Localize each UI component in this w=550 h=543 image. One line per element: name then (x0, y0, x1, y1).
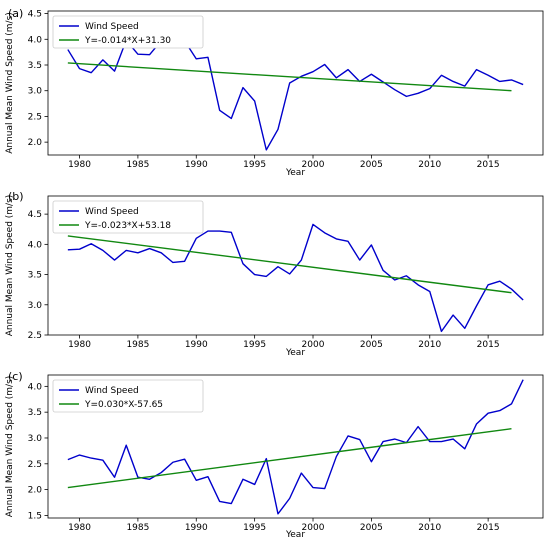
x-tick-label: 1990 (185, 340, 208, 350)
legend-entry: Y=0.030*X-57.65 (84, 400, 163, 410)
wind-speed-series-line (67, 379, 524, 515)
trend-line (67, 235, 512, 294)
legend-entry: Y=-0.023*X+53.18 (84, 221, 171, 231)
y-tick-label: 3.5 (28, 271, 42, 281)
x-tick-label: 2015 (477, 340, 500, 350)
x-tick-label: 1980 (68, 340, 91, 350)
plot-frame (47, 10, 544, 156)
legend-box (52, 15, 204, 49)
plot-frame (47, 195, 544, 336)
legend-entry: Wind Speed (85, 386, 139, 396)
x-tick-label: 2000 (302, 523, 325, 533)
panel-label: (b) (8, 190, 24, 203)
y-tick-label: 4.0 (28, 35, 43, 45)
legend-entry: Y=-0.014*X+31.30 (84, 36, 171, 46)
y-tick-label: 4.5 (28, 10, 42, 20)
y-tick-label: 3.5 (28, 61, 42, 71)
y-tick-label: 2.5 (28, 331, 42, 341)
x-tick-label: 1995 (243, 160, 266, 170)
panel-label: (c) (8, 370, 23, 383)
chart-panel-1: (a) 1980 1985 1990 1995 2000 2005 2010 2015 2.0 2.… (5, 7, 544, 178)
plot-frame (47, 374, 544, 519)
x-tick-label: 2005 (360, 523, 383, 533)
chart-panel-3: (c) 1980 1985 1990 1995 2000 2005 2010 2015 1.5 2.… (5, 370, 544, 540)
x-tick-label: 1985 (126, 160, 149, 170)
x-axis-label: Year (285, 168, 305, 178)
x-tick-label: 1990 (185, 160, 208, 170)
x-tick-label: 2005 (360, 340, 383, 350)
x-tick-label: 1980 (68, 523, 91, 533)
legend-entry: Wind Speed (85, 207, 139, 217)
trend-line (67, 427, 512, 489)
x-axis-label: Year (285, 348, 305, 358)
y-tick-label: 3.0 (28, 301, 43, 311)
trend-line (67, 62, 512, 92)
y-axis-label: Annual Mean Wind Speed (m/s) (5, 376, 15, 518)
y-axis-label: Annual Mean Wind Speed (m/s) (5, 12, 15, 154)
y-tick-label: 4.0 (28, 382, 43, 392)
wind-speed-series-line (67, 223, 524, 333)
x-tick-label: 2000 (302, 340, 325, 350)
x-tick-label: 2010 (418, 340, 441, 350)
y-axis-label: Annual Mean Wind Speed (m/s) (5, 195, 15, 337)
y-tick-label: 2.0 (28, 486, 43, 496)
y-tick-label: 2.0 (28, 138, 43, 148)
x-tick-label: 1995 (243, 340, 266, 350)
x-tick-label: 1995 (243, 523, 266, 533)
y-tick-label: 2.5 (28, 112, 42, 122)
legend-box (52, 379, 204, 413)
legend-entry: Wind Speed (85, 22, 139, 32)
x-tick-label: 1985 (126, 340, 149, 350)
x-tick-label: 1980 (68, 160, 91, 170)
x-tick-label: 2010 (418, 160, 441, 170)
y-tick-label: 3.0 (28, 434, 43, 444)
y-tick-label: 3.5 (28, 408, 42, 418)
x-tick-label: 1990 (185, 523, 208, 533)
panel-label: (a) (8, 7, 23, 20)
x-tick-label: 2010 (418, 523, 441, 533)
y-tick-label: 1.5 (28, 511, 42, 521)
x-tick-label: 2005 (360, 160, 383, 170)
wind-speed-series-line (67, 34, 524, 151)
y-tick-label: 4.0 (28, 240, 43, 250)
x-tick-label: 2000 (302, 160, 325, 170)
y-tick-label: 2.5 (28, 460, 42, 470)
chart-panel-2: (b) 1980 1985 1990 1995 2000 2005 2010 2015 2.5 3.… (5, 190, 544, 358)
legend-box (52, 200, 204, 234)
x-tick-label: 2015 (477, 160, 500, 170)
x-axis-label: Year (285, 530, 305, 540)
y-tick-label: 3.0 (28, 87, 43, 97)
x-tick-label: 2015 (477, 523, 500, 533)
x-tick-label: 1985 (126, 523, 149, 533)
y-tick-label: 4.5 (28, 210, 42, 220)
